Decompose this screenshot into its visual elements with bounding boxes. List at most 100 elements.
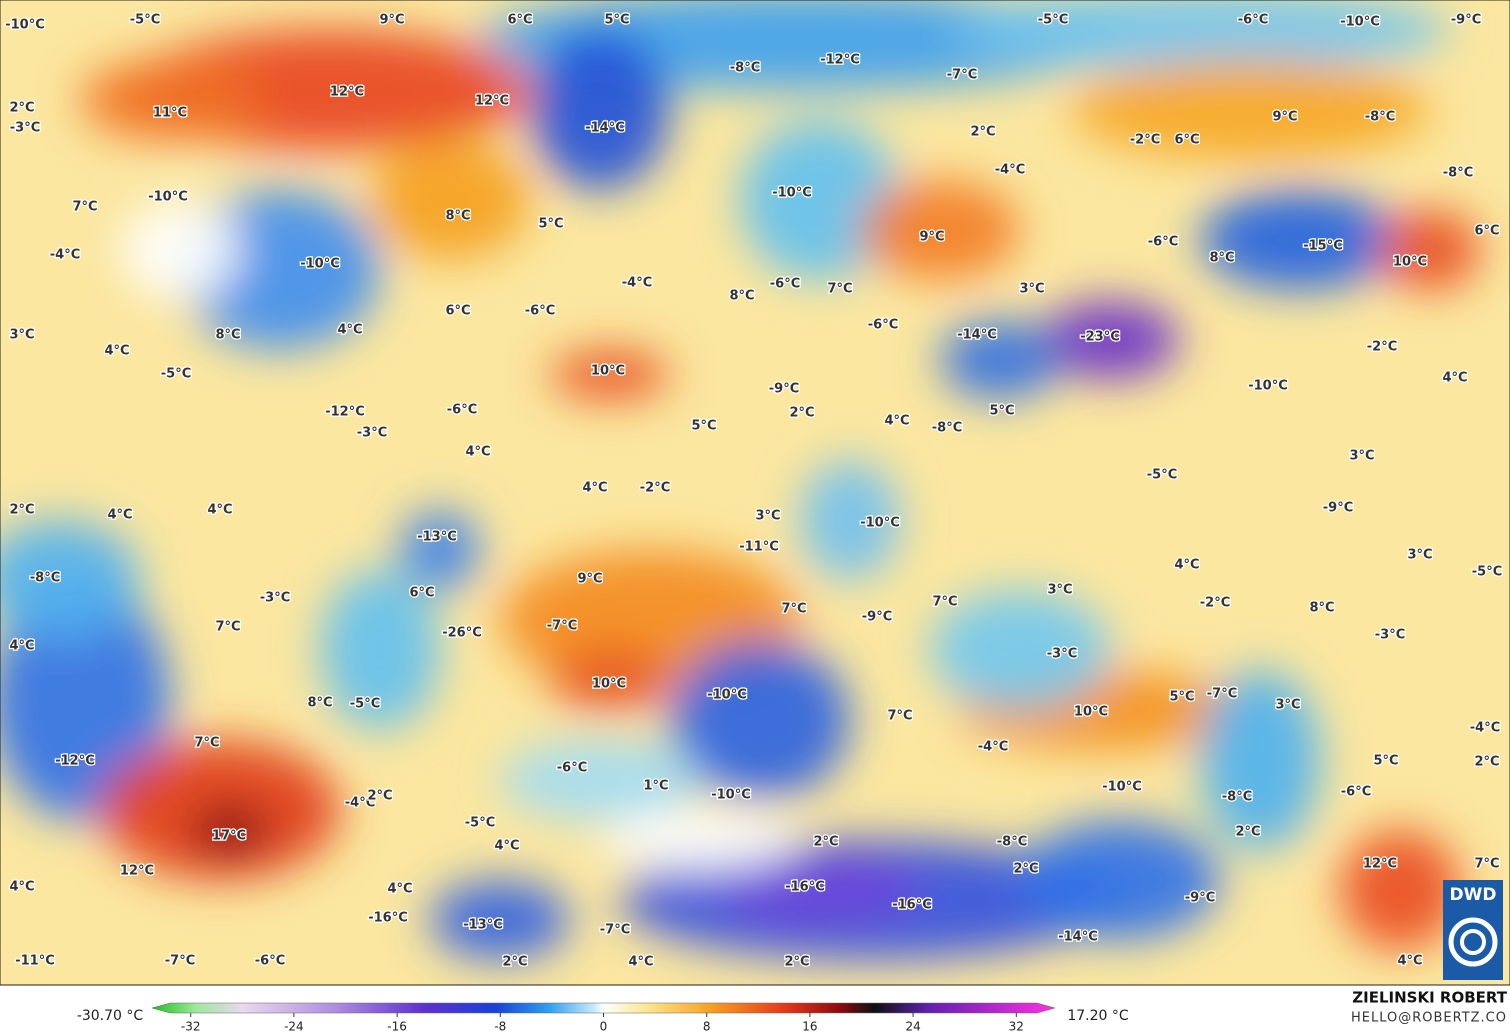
temperature-label: 5°C xyxy=(1169,690,1194,705)
temperature-label: 10°C xyxy=(591,364,625,379)
colorbar-scale xyxy=(151,1002,1056,1014)
temperature-label: 2°C xyxy=(1235,825,1260,840)
temperature-label: -7°C xyxy=(165,954,195,969)
temperature-label: -13°C xyxy=(417,530,457,545)
temperature-label: 3°C xyxy=(755,509,780,524)
temperature-label: -8°C xyxy=(30,571,60,586)
colorbar-tick-label: 16 xyxy=(802,1020,817,1034)
temperature-label: 2°C xyxy=(813,835,838,850)
field-patch xyxy=(400,510,480,590)
map-frame xyxy=(0,0,1510,986)
temperature-label: 8°C xyxy=(215,328,240,343)
colorbar-tick-label: -24 xyxy=(284,1020,304,1034)
temperature-label: -5°C xyxy=(130,13,160,28)
temperature-label: -6°C xyxy=(1148,235,1178,250)
temperature-label: -7°C xyxy=(600,923,630,938)
temperature-label: 17°C xyxy=(212,829,246,844)
temperature-label: -10°C xyxy=(707,688,747,703)
temperature-label: 4°C xyxy=(465,445,490,460)
temperature-label: -6°C xyxy=(525,304,555,319)
temperature-label: 4°C xyxy=(9,880,34,895)
field-patch xyxy=(1200,190,1400,290)
temperature-label: 9°C xyxy=(919,230,944,245)
temperature-label: 8°C xyxy=(729,289,754,304)
field-patch xyxy=(530,30,670,190)
temperature-label: -10°C xyxy=(5,18,45,33)
temperature-label: 2°C xyxy=(9,503,34,518)
temperature-label: 4°C xyxy=(104,344,129,359)
field-patch xyxy=(720,860,920,920)
temperature-label: 5°C xyxy=(1373,754,1398,769)
temperature-label: -12°C xyxy=(325,405,365,420)
temperature-label: -10°C xyxy=(300,257,340,272)
temperature-label: -11°C xyxy=(15,954,55,969)
temperature-label: 4°C xyxy=(628,955,653,970)
colorbar-tick-label: 0 xyxy=(600,1020,608,1034)
temperature-label: -3°C xyxy=(10,121,40,136)
temperature-label: 7°C xyxy=(932,595,957,610)
field-patch xyxy=(190,805,270,855)
temperature-label: -5°C xyxy=(1472,565,1502,580)
temperature-label: -26°C xyxy=(442,626,482,641)
field-patch xyxy=(80,60,260,140)
field-patch xyxy=(500,740,700,820)
field-patch xyxy=(0,520,140,640)
temperature-label: -4°C xyxy=(978,740,1008,755)
temperature-label: -7°C xyxy=(1207,687,1237,702)
temperature-label: 2°C xyxy=(784,955,809,970)
temperature-label: 7°C xyxy=(194,736,219,751)
temperature-label: 2°C xyxy=(367,789,392,804)
field-patch xyxy=(1020,820,1220,940)
temperature-label: 12°C xyxy=(120,864,154,879)
temperature-label: 7°C xyxy=(781,602,806,617)
temperature-label: 9°C xyxy=(379,13,404,28)
temperature-label: 9°C xyxy=(1272,110,1297,125)
temperature-label: 3°C xyxy=(9,328,34,343)
colorbar-max: 17.20 °C xyxy=(1067,1008,1129,1024)
field-patch xyxy=(1040,300,1180,380)
temperature-label: 6°C xyxy=(445,304,470,319)
credit-contact: HELLO@ROBERTZ.CO xyxy=(1351,1011,1507,1026)
temperature-field xyxy=(0,0,1480,960)
temperature-label: -14°C xyxy=(957,328,997,343)
temperature-label: -6°C xyxy=(1238,13,1268,28)
temperature-label: 5°C xyxy=(989,404,1014,419)
temperature-label: -9°C xyxy=(1451,13,1481,28)
temperature-label: 2°C xyxy=(970,125,995,140)
colorbar-tick-label: -32 xyxy=(181,1020,201,1034)
temperature-label: -10°C xyxy=(860,516,900,531)
temperature-label: 4°C xyxy=(1442,371,1467,386)
temperature-label: -5°C xyxy=(161,367,191,382)
field-patch xyxy=(1340,830,1460,950)
temperature-label: 6°C xyxy=(1474,224,1499,239)
temperature-label: 3°C xyxy=(1047,583,1072,598)
colorbar-min: -30.70 °C xyxy=(77,1008,144,1024)
temperature-label: -6°C xyxy=(770,277,800,292)
field-patch xyxy=(950,0,1450,70)
temperature-label: -2°C xyxy=(1367,340,1397,355)
temperature-label: -8°C xyxy=(1222,790,1252,805)
temperature-label: 12°C xyxy=(475,94,509,109)
field-patch xyxy=(550,650,670,710)
field-patch xyxy=(320,570,440,730)
temperature-label: 5°C xyxy=(538,217,563,232)
temperature-label: 8°C xyxy=(1309,601,1334,616)
temperature-label: -2°C xyxy=(1200,596,1230,611)
temperature-label: 4°C xyxy=(1397,954,1422,969)
temperature-label: 4°C xyxy=(494,839,519,854)
temperature-label: -3°C xyxy=(357,426,387,441)
temperature-label: -2°C xyxy=(1130,133,1160,148)
map: -10°C -5°C 9°C 6°C 5°C -5°C -6°C -10°C -9°C -12°C… xyxy=(0,0,1510,985)
temperature-label: 12°C xyxy=(1363,857,1397,872)
temperature-label: -6°C xyxy=(447,403,477,418)
temperature-label: -9°C xyxy=(862,610,892,625)
field-patch xyxy=(600,810,800,870)
temperature-label: -10°C xyxy=(1340,15,1380,30)
temperature-label: -9°C xyxy=(1323,501,1353,516)
temperature-label: -3°C xyxy=(1047,647,1077,662)
temperature-label: -4°C xyxy=(1470,721,1500,736)
map-labels: -10°C -5°C 9°C 6°C 5°C -5°C -6°C -10°C -9°C -12°C… xyxy=(4,11,1504,971)
temperature-label: 4°C xyxy=(1174,558,1199,573)
temperature-label: 11°C xyxy=(153,106,187,121)
temperature-label: -16°C xyxy=(785,880,825,895)
